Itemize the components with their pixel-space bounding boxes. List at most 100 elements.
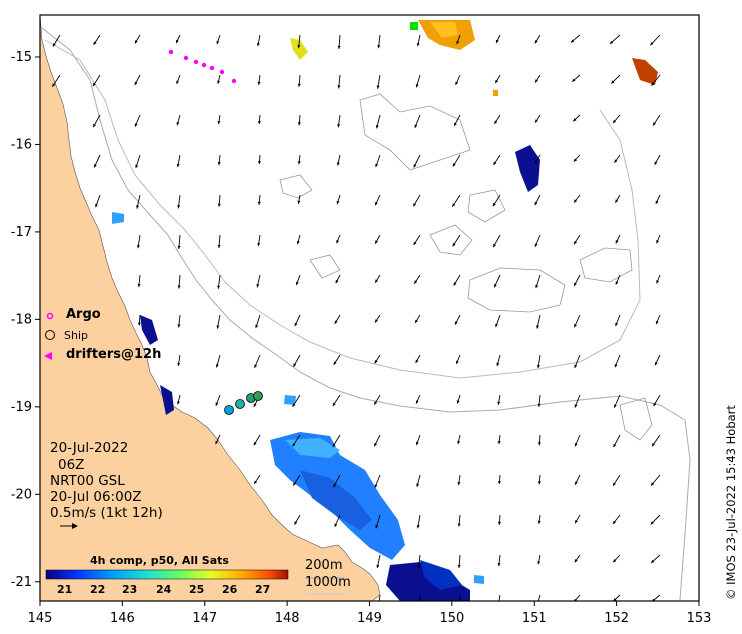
argo-marker <box>46 312 54 320</box>
x-tick-label: 147 <box>192 611 217 626</box>
current-vector-head <box>257 120 261 125</box>
current-vector-head <box>415 319 418 323</box>
current-vector-head <box>176 80 180 84</box>
current-vector-head <box>497 440 501 445</box>
current-vector-head <box>452 243 456 247</box>
current-vector-head <box>177 285 181 289</box>
current-vector-head <box>455 81 459 85</box>
current-vector-head <box>613 443 617 448</box>
current-vector-head <box>613 598 617 601</box>
x-tick-label: 153 <box>687 611 712 626</box>
current-vector-head <box>574 282 577 286</box>
current-vector-head <box>375 202 378 206</box>
current-vector-head <box>177 205 181 209</box>
y-tick-label: -15 <box>11 50 32 65</box>
current-vector-head <box>497 521 501 525</box>
current-vector-head <box>215 440 219 445</box>
current-vector-head <box>292 443 296 447</box>
copyright-text: © IMOS 23-Jul-2022 15:43 Hobart <box>724 405 738 600</box>
current-vector-head <box>297 83 301 87</box>
current-vector-head <box>297 161 301 165</box>
current-vector-head <box>609 40 614 44</box>
info-valid: 20-Jul 06:00Z <box>50 489 142 505</box>
current-vector-head <box>454 122 457 126</box>
current-vector-head <box>456 40 460 45</box>
current-vector-head <box>537 520 541 524</box>
current-vector-head <box>375 525 379 529</box>
current-vector-head <box>376 85 380 89</box>
x-axis-ticks: 145 146 147 148 149 150 151 152 153 <box>28 601 712 626</box>
current-vector-head <box>137 283 141 288</box>
current-vector-head <box>493 161 497 165</box>
current-vector-head <box>497 604 500 607</box>
current-vector-head <box>297 45 301 49</box>
current-vector <box>537 594 541 601</box>
current-vector-head <box>215 402 219 406</box>
current-vector-head <box>457 606 460 609</box>
current-vector-head <box>651 559 655 563</box>
info-product: NRT00 GSL <box>50 473 125 489</box>
info-hour: 06Z <box>58 457 85 473</box>
current-vector-head <box>493 243 496 248</box>
current-vector-head <box>415 441 419 446</box>
current-vector-head <box>614 404 617 408</box>
ship-marker <box>45 330 55 340</box>
current-vector-head <box>257 242 261 247</box>
current-vector-head <box>457 481 461 486</box>
current-vector-head <box>650 41 654 46</box>
current-vector-head <box>494 284 497 288</box>
current-vector-head <box>176 122 180 126</box>
y-tick-label: -18 <box>11 312 32 327</box>
current-vector-head <box>574 559 578 563</box>
current-vector-head <box>655 200 659 204</box>
current-vector-head <box>574 240 577 245</box>
current-vector-head <box>570 39 575 43</box>
current-vector-head <box>534 243 538 247</box>
current-vector-head <box>297 200 301 204</box>
current-vector-head <box>456 360 459 364</box>
current-vector-head <box>457 440 461 445</box>
current-vector-head <box>134 123 138 127</box>
current-vector-head <box>416 483 420 487</box>
current-vector-head <box>614 363 618 368</box>
current-vector-head <box>177 324 181 328</box>
current-vector-head <box>216 40 220 45</box>
info-scale: 0.5m/s (1kt 12h) <box>50 505 163 521</box>
current-vector-head <box>495 79 499 84</box>
current-vector-head <box>375 279 379 283</box>
current-vector-head <box>574 404 578 408</box>
current-vector-head <box>374 442 378 447</box>
scale-arrow <box>60 523 78 529</box>
current-vector-head <box>651 82 655 86</box>
current-vector-head <box>656 280 660 284</box>
current-vector-head <box>573 118 577 122</box>
current-vector-head <box>496 39 499 44</box>
depth-1000m-label: 1000m <box>305 575 351 590</box>
coastline-land <box>40 15 381 601</box>
current-vector-head <box>134 40 138 44</box>
current-vector-head <box>615 281 619 285</box>
y-tick-label: -19 <box>11 400 32 415</box>
current-vector-head <box>375 240 378 244</box>
colorbar <box>45 569 289 580</box>
current-vector-head <box>413 241 417 246</box>
current-vector-head <box>177 245 181 249</box>
info-date: 20-Jul-2022 <box>50 440 129 456</box>
current-vector-head <box>333 361 337 365</box>
current-vector-head <box>377 45 381 49</box>
current-vector-head <box>94 164 97 168</box>
current-vector-head <box>415 400 419 404</box>
current-vector-head <box>377 604 380 607</box>
current-vector-head <box>337 45 341 49</box>
current-vector-head <box>497 401 501 405</box>
current-vector <box>419 594 421 601</box>
current-vector-head <box>136 245 140 249</box>
colorbar-tick: 27 <box>255 583 271 596</box>
current-vector-head <box>93 123 96 128</box>
x-tick-label: 150 <box>439 611 464 626</box>
legend-argo: Argo <box>66 307 101 322</box>
current-vector-head <box>217 203 221 207</box>
current-vector-head <box>177 362 181 366</box>
depth-200m-label: 200m <box>305 558 343 573</box>
current-vector-head <box>256 42 260 47</box>
